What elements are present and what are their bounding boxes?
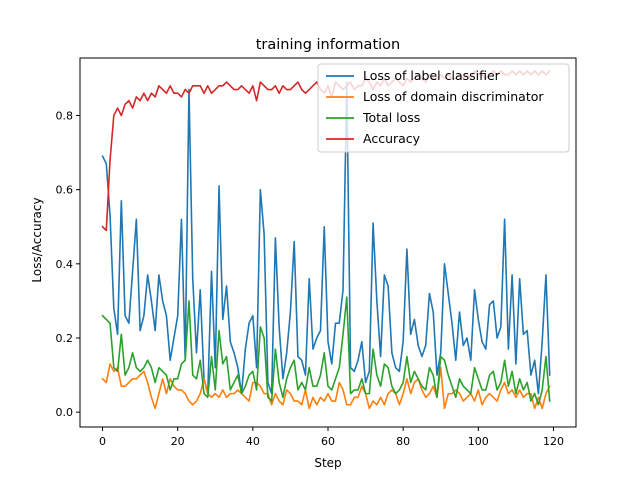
series-line-total-loss xyxy=(101,296,551,406)
series-line-loss-of-label-classifier xyxy=(101,81,551,395)
y-tick-label: 0.0 xyxy=(56,406,74,419)
x-axis-label: Step xyxy=(314,456,341,470)
x-tick-label: 120 xyxy=(543,435,564,448)
x-tick-label: 100 xyxy=(468,435,489,448)
legend-entry-label: Total loss xyxy=(362,110,420,125)
x-tick-label: 0 xyxy=(99,435,106,448)
x-tick-label: 20 xyxy=(171,435,185,448)
y-tick-label: 0.8 xyxy=(56,109,74,122)
y-tick-label: 0.6 xyxy=(56,184,74,197)
legend-entry-label: Loss of domain discriminator xyxy=(363,89,544,104)
legend-entry-label: Loss of label classifier xyxy=(363,68,501,83)
legend-box xyxy=(317,63,570,153)
axes-layer: 0 20 40 60 80 100 120 0.0 0.2 0.4 0.6 0.8 xyxy=(56,57,577,448)
chart-title: training information xyxy=(256,37,400,53)
series-line-loss-of-domain-discriminator xyxy=(101,363,551,410)
y-tick-label: 0.4 xyxy=(56,258,74,271)
legend-entry-label: Accuracy xyxy=(363,131,421,146)
y-tick-label: 0.2 xyxy=(56,332,74,345)
y-axis-label: Loss/Accuracy xyxy=(30,197,44,282)
x-tick-label: 60 xyxy=(321,435,335,448)
legend: Loss of label classifier Loss of domain d… xyxy=(317,63,570,153)
x-tick-label: 40 xyxy=(246,435,260,448)
x-tick-label: 80 xyxy=(396,435,410,448)
